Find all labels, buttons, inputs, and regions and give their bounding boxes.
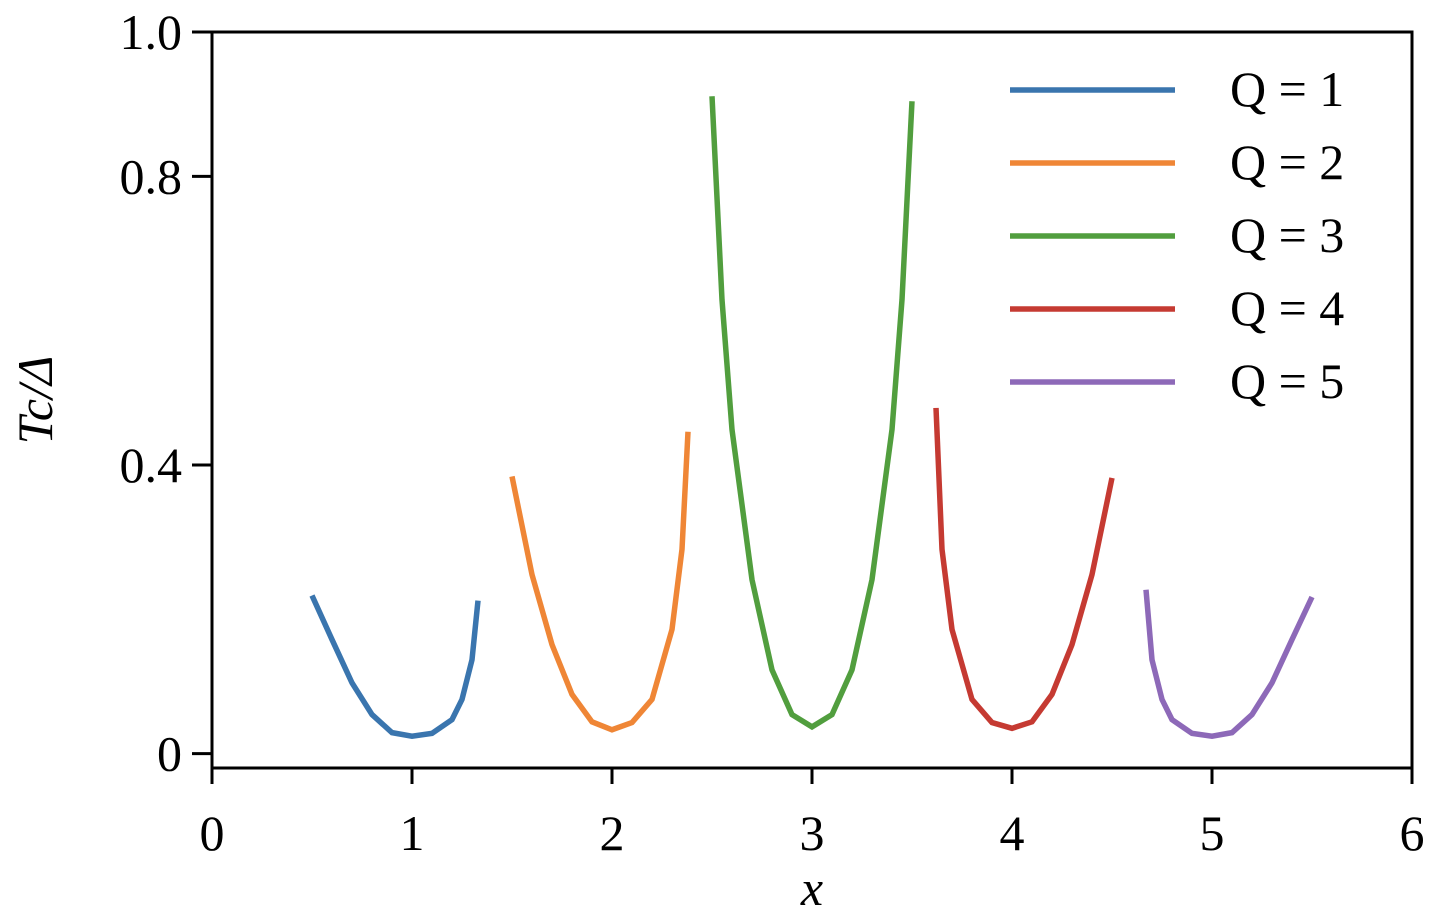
legend-label: Q = 5 <box>1230 353 1344 409</box>
legend-label: Q = 4 <box>1230 280 1344 336</box>
y-axis-label: Tc/Δ <box>7 356 63 445</box>
x-tick-label: 5 <box>1200 805 1225 861</box>
x-tick-label: 6 <box>1400 805 1425 861</box>
x-tick-label: 0 <box>200 805 225 861</box>
x-tick-label: 2 <box>600 805 625 861</box>
x-tick-label: 1 <box>400 805 425 861</box>
plot-frame <box>210 30 1414 770</box>
legend-label: Q = 3 <box>1230 207 1344 263</box>
x-tick-label: 4 <box>1000 805 1025 861</box>
x-axis-label: x <box>800 860 823 916</box>
line <box>309 594 481 740</box>
line <box>509 431 691 733</box>
line <box>709 96 915 731</box>
legend-label: Q = 1 <box>1230 61 1344 117</box>
x-tick-label: 3 <box>800 805 825 861</box>
y-tick-label: 1.0 <box>120 4 183 60</box>
legend-label: Q = 2 <box>1230 134 1344 190</box>
y-tick-label: 0 <box>157 726 182 782</box>
y-tick-label: 0.8 <box>120 148 183 204</box>
y-tick-label: 0.4 <box>120 437 183 493</box>
line <box>1143 589 1315 740</box>
line <box>933 407 1115 732</box>
